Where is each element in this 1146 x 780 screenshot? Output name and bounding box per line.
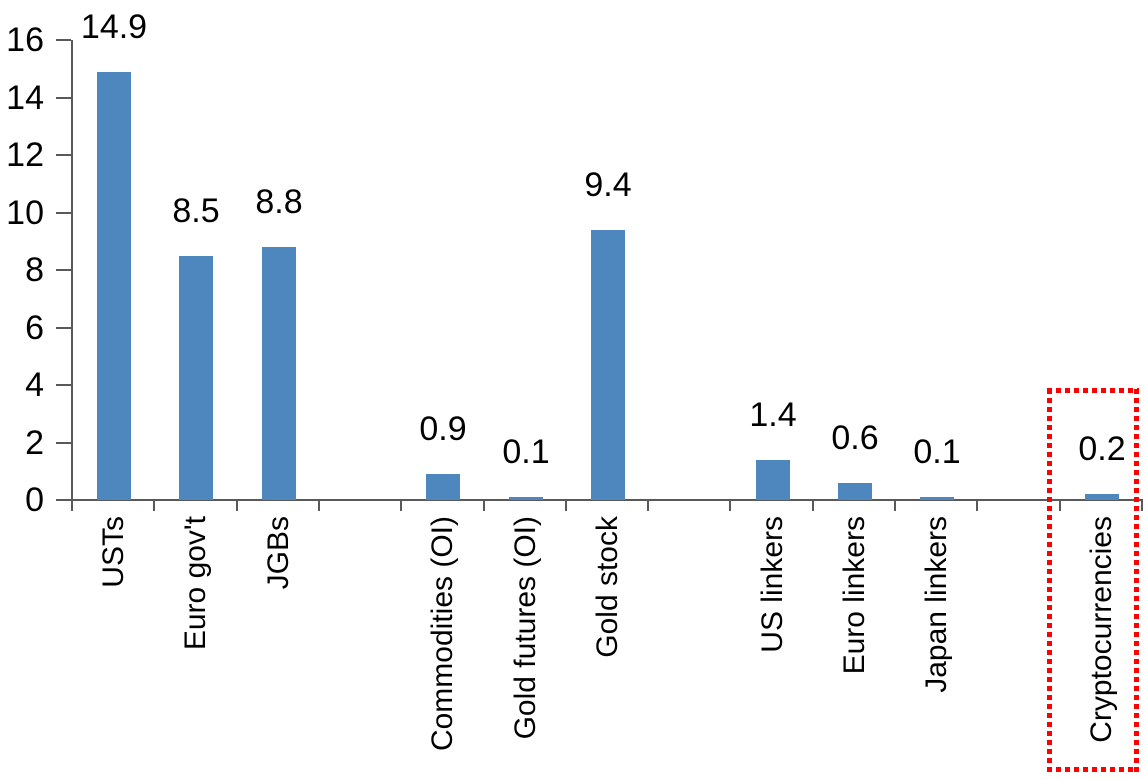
- bar-japan-linkers: [920, 497, 954, 500]
- value-label-us-linkers: 1.4: [749, 396, 797, 434]
- y-axis-tick-label: 4: [25, 366, 44, 404]
- category-label-japan-linkers: Japan linkers: [920, 516, 953, 693]
- value-label-commodities-oi: 0.9: [419, 410, 467, 448]
- y-axis-tick: [56, 154, 71, 156]
- y-axis-tick-label: 12: [6, 136, 44, 174]
- y-axis-tick-label: 0: [25, 481, 44, 519]
- highlight-box: [1047, 388, 1139, 772]
- x-axis-tick: [71, 500, 73, 511]
- x-axis-tick: [812, 500, 814, 511]
- category-label-gold-futures-oi: Gold futures (OI): [509, 516, 542, 740]
- x-axis-tick: [647, 500, 649, 511]
- bar-euro-gov-t: [179, 256, 213, 500]
- y-axis-line: [71, 40, 73, 500]
- value-label-japan-linkers: 0.1: [913, 433, 961, 471]
- y-axis-tick: [56, 326, 71, 329]
- x-axis-tick: [400, 500, 402, 511]
- bar-commodities-oi: [426, 474, 460, 500]
- y-axis-tick: [56, 384, 71, 386]
- y-axis-tick-label: 6: [25, 308, 44, 347]
- y-axis-tick: [56, 269, 71, 271]
- category-label-gold-stock: Gold stock: [591, 516, 624, 658]
- category-label-euro-linkers: Euro linkers: [838, 516, 871, 675]
- y-axis-tick: [56, 39, 71, 41]
- bar-jgbs: [262, 247, 296, 500]
- value-label-euro-linkers: 0.6: [831, 419, 879, 457]
- y-axis-tick-label: 16: [6, 21, 44, 59]
- category-label-euro-gov-t: Euro gov't: [179, 516, 212, 651]
- x-axis-tick: [894, 500, 896, 511]
- y-axis-tick-label: 8: [25, 251, 44, 289]
- value-label-usts: 14.9: [80, 8, 148, 46]
- value-label-euro-gov-t: 8.5: [172, 192, 220, 230]
- bar-gold-stock: [591, 230, 625, 500]
- value-label-jgbs: 8.8: [255, 183, 303, 221]
- x-axis-tick: [318, 500, 320, 511]
- x-axis-tick: [483, 500, 485, 511]
- x-axis-tick: [565, 500, 567, 511]
- y-axis-tick: [56, 441, 71, 444]
- x-axis-tick: [976, 500, 978, 511]
- y-axis-tick: [56, 96, 71, 99]
- category-label-commodities-oi: Commodities (OI): [426, 516, 459, 752]
- category-label-usts: USTs: [97, 516, 130, 588]
- y-axis-tick-label: 2: [25, 423, 44, 462]
- value-label-gold-futures-oi: 0.1: [502, 433, 550, 471]
- y-axis-tick: [56, 499, 71, 501]
- category-label-jgbs: JGBs: [262, 516, 295, 590]
- x-axis-line: [71, 499, 1143, 501]
- x-axis-tick: [153, 500, 155, 511]
- bar-usts: [97, 72, 131, 500]
- y-axis-tick: [56, 211, 71, 214]
- y-axis-tick-label: 14: [6, 78, 44, 117]
- y-axis-tick-label: 10: [6, 193, 44, 232]
- bar-gold-futures-oi: [509, 497, 543, 500]
- x-axis-tick: [236, 500, 238, 511]
- bar-us-linkers: [756, 460, 790, 500]
- x-axis-tick: [729, 500, 731, 511]
- x-axis-tick: [1141, 500, 1143, 511]
- category-label-us-linkers: US linkers: [756, 516, 789, 653]
- value-label-gold-stock: 9.4: [584, 166, 632, 204]
- bar-euro-linkers: [838, 483, 872, 500]
